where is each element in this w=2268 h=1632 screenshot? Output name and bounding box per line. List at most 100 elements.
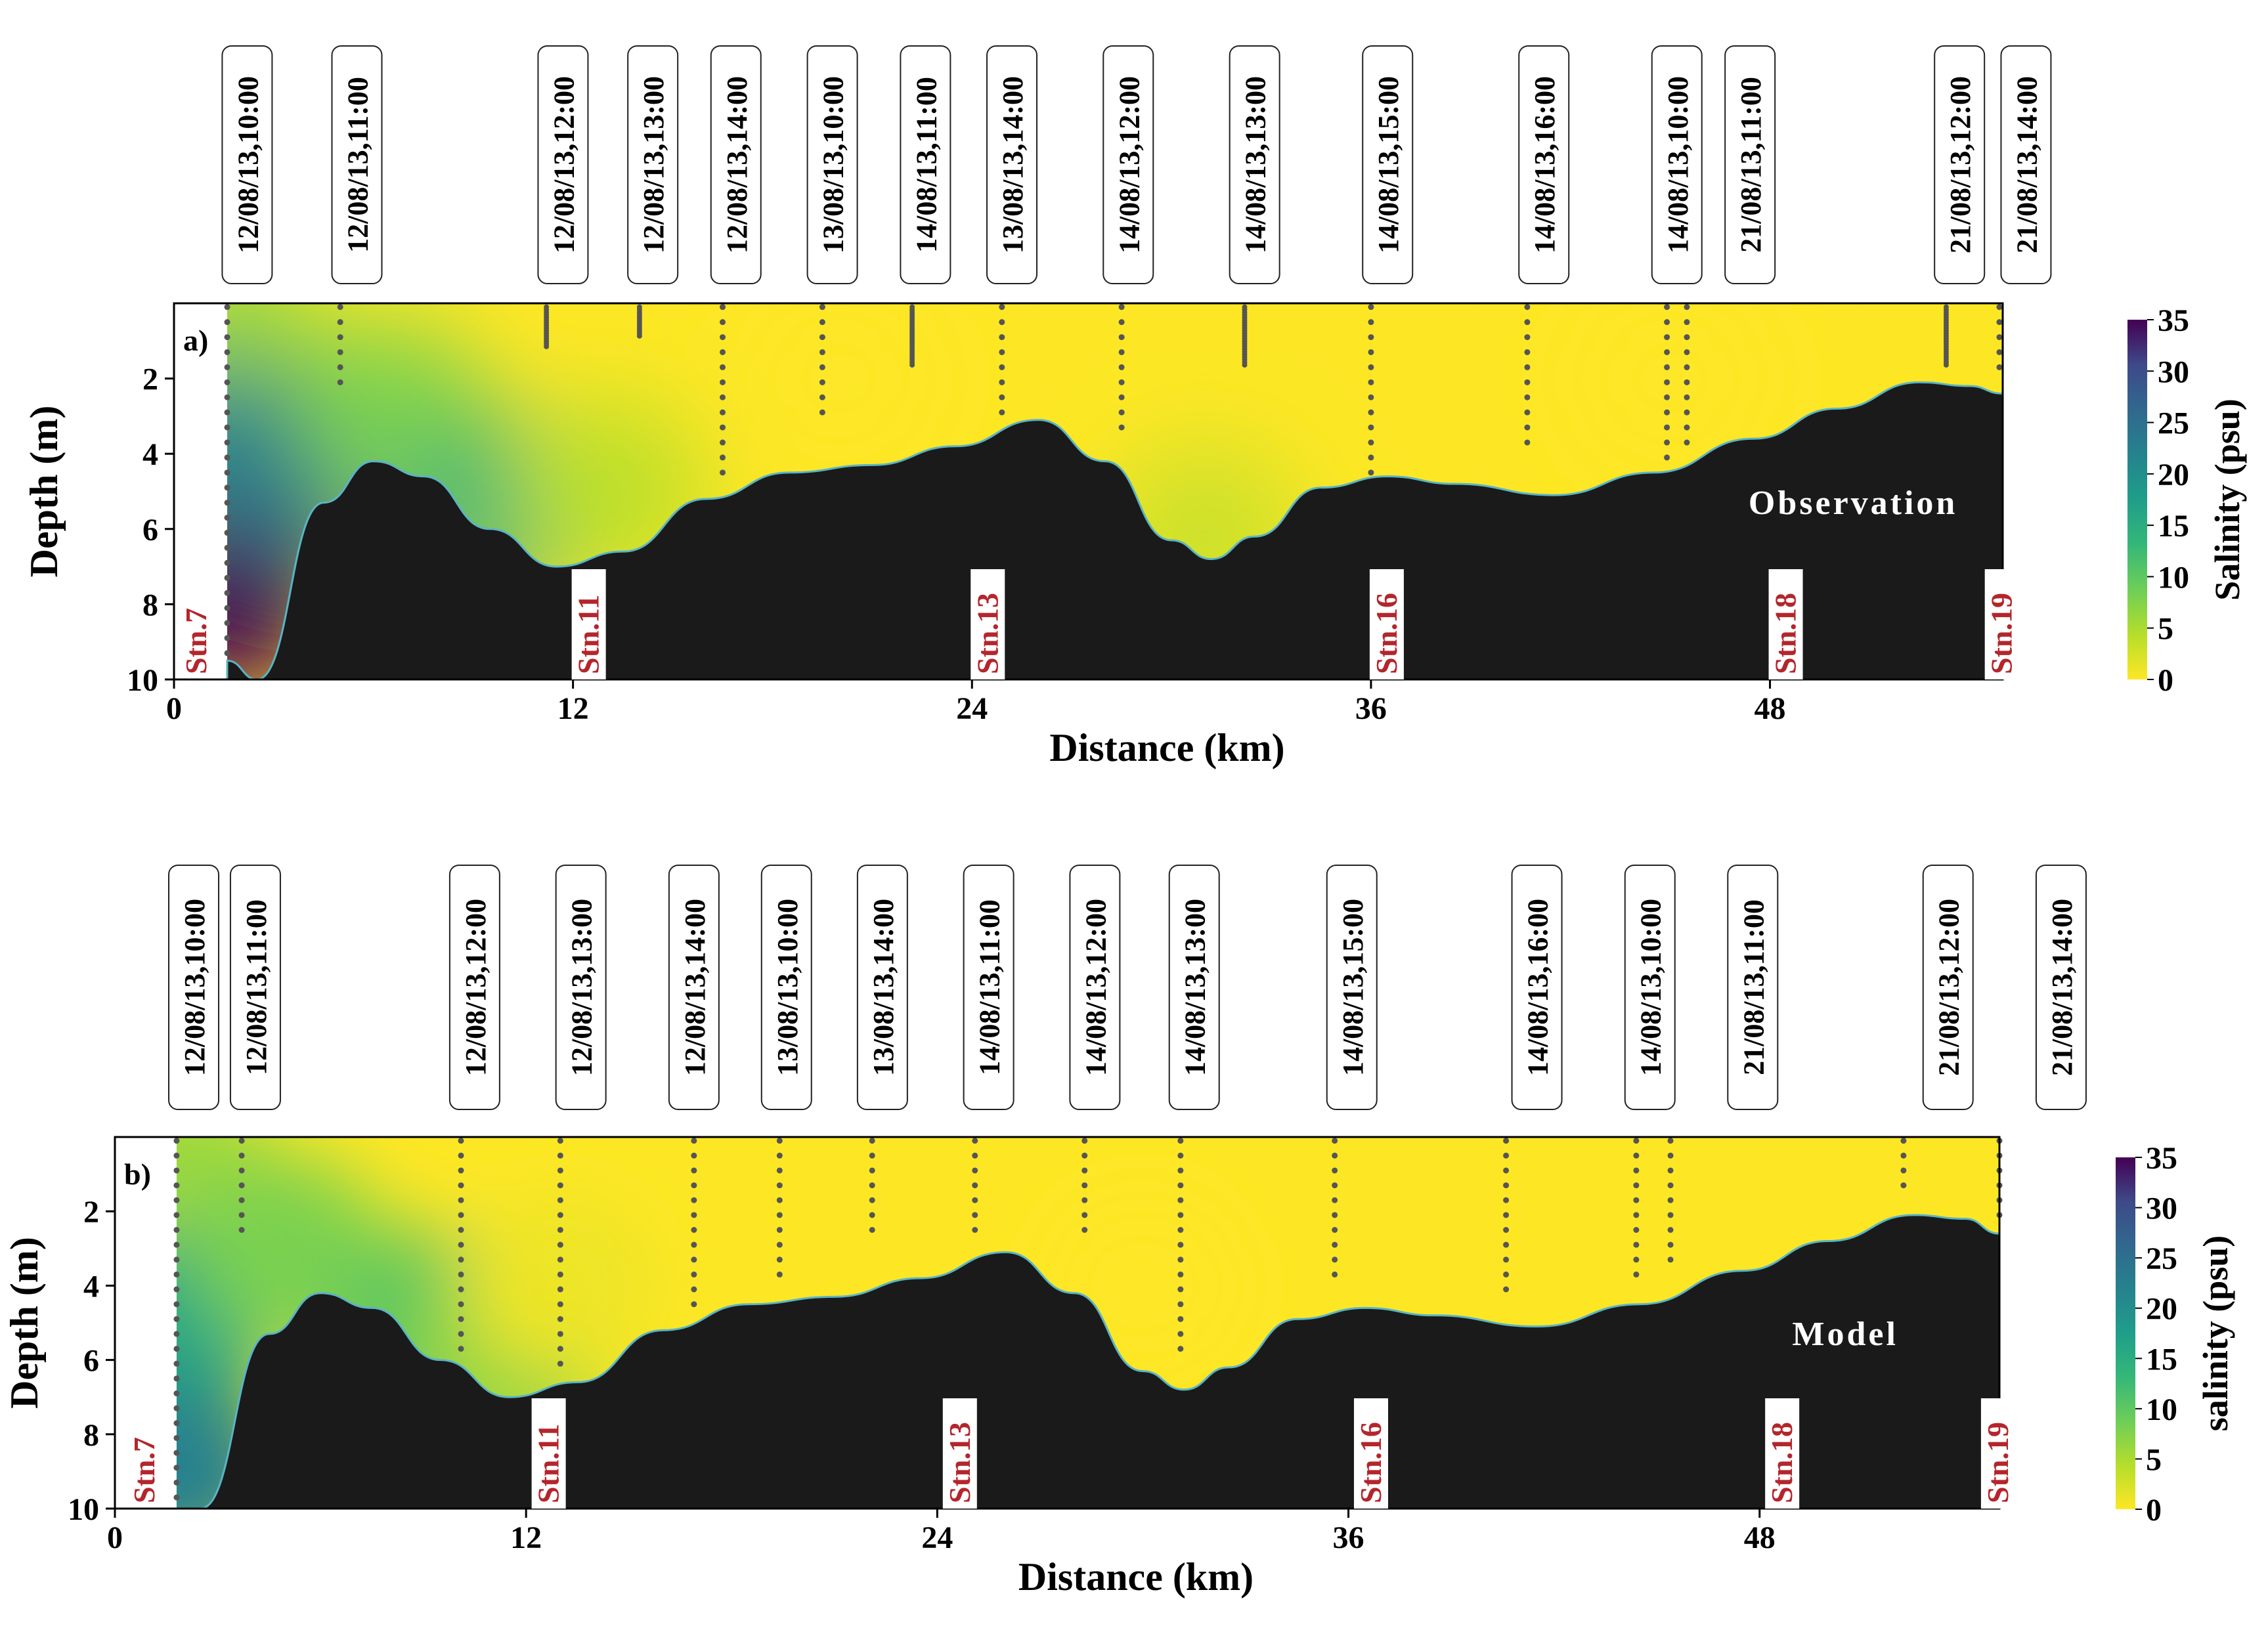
sample-dot (869, 1167, 875, 1174)
sample-dot (1177, 1256, 1184, 1263)
sample-dot (999, 379, 1005, 385)
sample-dot (458, 1138, 464, 1144)
time-label-text: 12/08/13,14:00 (679, 899, 711, 1076)
sample-dot (557, 1331, 563, 1337)
sampling-time-label: 14/08/13,15:00 (1326, 865, 1378, 1110)
sample-dot (1368, 304, 1374, 311)
sample-dot (1332, 1212, 1338, 1218)
sample-profile (1996, 304, 2003, 370)
sample-profile (238, 1138, 245, 1233)
sample-dot (544, 343, 550, 349)
sample-dot (1633, 1271, 1640, 1278)
station-label-box (1765, 1398, 1800, 1509)
sample-dot (1524, 379, 1531, 385)
sample-dot (1667, 1227, 1674, 1233)
sample-dot (1177, 1316, 1184, 1322)
sample-dot (869, 1212, 875, 1218)
sample-dot (1664, 454, 1670, 461)
sample-dot (1667, 1152, 1674, 1159)
sample-dot (224, 379, 230, 385)
sample-dot (173, 1390, 180, 1397)
time-label-box (2035, 865, 2087, 1110)
sample-profile (224, 304, 230, 656)
panel-annotation: Model (1792, 1316, 1898, 1353)
sample-dot (458, 1286, 464, 1293)
panel-annotation: Observation (1749, 484, 1957, 522)
sample-profile (458, 1138, 464, 1352)
sample-profile (691, 1138, 697, 1308)
sample-dot (691, 1152, 697, 1159)
x-tick-label: 24 (956, 691, 988, 726)
sample-dot (173, 1138, 180, 1144)
y-axis-label: Depth (m) (22, 406, 66, 578)
station-label-text: Stn.11 (572, 595, 605, 674)
sample-profile (636, 304, 642, 339)
sample-profile (819, 304, 825, 416)
time-label-text: 13/08/13,14:00 (997, 76, 1029, 253)
station-label-box (531, 1398, 566, 1509)
sample-dot (224, 469, 230, 476)
sample-profile (1664, 304, 1670, 461)
sample-dot (691, 1182, 697, 1189)
sample-dot (1664, 334, 1670, 341)
sample-dot (557, 1138, 563, 1144)
sample-dot (1332, 1227, 1338, 1233)
x-axis: 0 12 24 36 48 Distance (km) (166, 691, 1786, 769)
time-label-box (1518, 45, 1570, 284)
time-label-box (331, 45, 383, 284)
sample-dot (224, 484, 230, 491)
sample-dot (337, 304, 343, 311)
sample-dot (173, 1346, 180, 1352)
sample-dot (1503, 1182, 1510, 1189)
station-label-box (1768, 569, 1803, 679)
sample-dot (999, 349, 1005, 355)
sample-dot (1996, 319, 2003, 326)
sample-dot (1118, 304, 1125, 311)
time-label-box (2000, 45, 2052, 284)
sample-dot (720, 379, 726, 385)
colorbar-tick-label: 0 (2146, 1493, 2162, 1528)
sample-profile (909, 304, 915, 368)
y-axis: 2 4 6 8 10 Depth (m) (3, 1195, 99, 1527)
time-label-text: 14/08/13,15:00 (1372, 76, 1405, 253)
colorbar-tick-label: 15 (2158, 509, 2189, 544)
colorbar-tick-label: 20 (2158, 458, 2189, 492)
time-labels: 12/08/13,10:00 12/08/13,11:00 12/08/13,1… (168, 865, 2087, 1110)
sample-dot (1332, 1241, 1338, 1248)
sample-dot (224, 605, 230, 611)
station-label-text: Stn.11 (532, 1424, 565, 1503)
model-panel: 12/08/13,10:00 12/08/13,11:00 12/08/13,1… (3, 865, 2235, 1599)
sampling-time-label: 12/08/13,12:00 (448, 865, 500, 1110)
time-label-text: 12/08/13,11:00 (240, 899, 273, 1075)
sample-dot (557, 1197, 563, 1203)
sample-dot (1684, 424, 1690, 431)
station-label: Stn.13 (942, 1398, 977, 1509)
sample-dot (776, 1227, 783, 1233)
sample-dot (173, 1227, 180, 1233)
colorbar-tick-label: 15 (2146, 1342, 2177, 1377)
sample-dot (999, 319, 1005, 326)
sample-dot (238, 1182, 245, 1189)
time-labels: 12/08/13,10:00 12/08/13,11:00 12/08/13,1… (221, 45, 2052, 284)
time-label-box (1362, 45, 1414, 284)
sample-dot (173, 1182, 180, 1189)
time-label-text: 21/08/13,11:00 (1737, 899, 1770, 1075)
station-label: Stn.7 (179, 608, 213, 674)
sample-dot (1503, 1286, 1510, 1293)
colorbar-tick-label: 10 (2158, 560, 2189, 595)
time-label-box (1934, 45, 1986, 284)
y-tick-label: 8 (142, 588, 158, 622)
x-tick-label: 0 (166, 691, 182, 726)
sample-profile (869, 1138, 875, 1233)
sampling-time-label: 14/08/13,12:00 (1102, 45, 1154, 284)
sample-profile (1118, 304, 1125, 431)
colorbar-tick-label: 0 (2158, 663, 2173, 698)
time-label-text: 14/08/13,11:00 (974, 899, 1006, 1075)
sample-dot (1633, 1227, 1640, 1233)
station-label-text: Stn.19 (1981, 1422, 2015, 1503)
time-label-text: 13/08/13,10:00 (818, 76, 850, 253)
y-axis-label: Depth (m) (3, 1237, 46, 1409)
sample-dot (238, 1212, 245, 1218)
sample-dot (238, 1138, 245, 1144)
